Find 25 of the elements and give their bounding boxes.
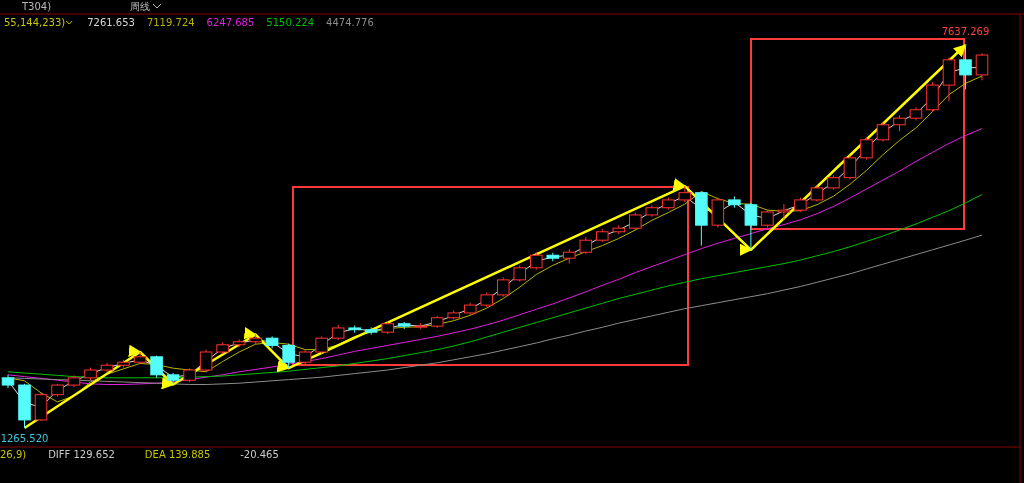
- candlestick: [876, 121, 890, 143]
- text: -20.465: [240, 449, 279, 460]
- text: 周线: [130, 1, 150, 12]
- candlestick: [232, 338, 246, 348]
- candlestick: [744, 202, 758, 251]
- text: DEA 139.885: [144, 449, 211, 460]
- candlestick: [843, 154, 857, 180]
- text: 26,9): [0, 449, 27, 460]
- candlestick: [282, 343, 295, 369]
- text: 7261.653: [87, 17, 135, 28]
- text: T304): [21, 1, 52, 12]
- text: 55,144,233): [4, 17, 66, 28]
- text: 4474.776: [326, 17, 374, 28]
- text: 7119.724: [146, 17, 195, 28]
- candlestick: [959, 44, 972, 90]
- candlestick: [777, 203, 791, 221]
- annotation: 7637.269: [941, 26, 990, 37]
- text: DIFF 129.652: [48, 449, 115, 460]
- text: 5150.224: [266, 17, 315, 28]
- candlestick: [496, 276, 510, 298]
- candlestick: [975, 52, 989, 81]
- annotation: 1265.520: [0, 433, 49, 444]
- text: 6247.685: [206, 17, 255, 28]
- candlestick: [761, 209, 774, 229]
- candlestick: [860, 136, 873, 161]
